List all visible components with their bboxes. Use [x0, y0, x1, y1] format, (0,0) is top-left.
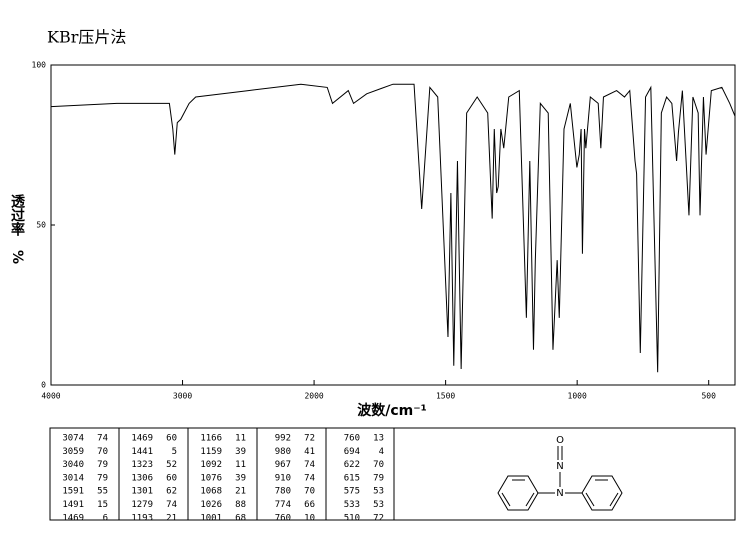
peak-wavenumber: 1166 — [200, 434, 222, 444]
peak-wavenumber: 510 — [344, 513, 360, 523]
peak-transmittance: 41 — [304, 447, 315, 457]
peak-wavenumber: 1591 — [62, 487, 84, 497]
y-tick-label: 100 — [32, 61, 47, 70]
x-tick-label: 500 — [701, 392, 716, 401]
x-tick-label: 1000 — [568, 392, 587, 401]
peak-wavenumber: 575 — [344, 487, 360, 497]
x-tick-label: 4000 — [41, 392, 60, 401]
peak-wavenumber: 1026 — [200, 500, 222, 510]
x-tick-label: 2000 — [304, 392, 323, 401]
peak-transmittance: 11 — [235, 460, 246, 470]
y-axis-unit: % — [9, 250, 25, 264]
y-tick-label: 0 — [41, 381, 46, 390]
peak-transmittance: 79 — [97, 460, 108, 470]
peak-transmittance: 70 — [304, 487, 315, 497]
table-dividers — [118, 428, 395, 520]
peak-transmittance: 88 — [235, 500, 246, 510]
peak-wavenumber: 774 — [275, 500, 291, 510]
peak-wavenumber: 1306 — [131, 473, 153, 483]
y-axis-label: 透过率 — [9, 194, 25, 237]
peak-wavenumber: 1193 — [131, 513, 153, 523]
peak-wavenumber: 533 — [344, 500, 360, 510]
structure — [497, 446, 623, 511]
peak-transmittance: 53 — [373, 487, 384, 497]
peak-wavenumber: 1279 — [131, 500, 153, 510]
peak-wavenumber: 3014 — [62, 473, 84, 483]
table-frame — [49, 427, 736, 521]
peak-wavenumber: 1001 — [200, 513, 222, 523]
atom-label: O — [556, 435, 564, 446]
peak-wavenumber: 1491 — [62, 500, 84, 510]
peak-wavenumber: 1076 — [200, 473, 222, 483]
peak-transmittance: 74 — [304, 460, 315, 470]
peak-transmittance: 21 — [235, 487, 246, 497]
peak-wavenumber: 622 — [344, 460, 360, 470]
peak-transmittance: 74 — [97, 434, 108, 444]
peak-transmittance: 39 — [235, 473, 246, 483]
peak-transmittance: 5 — [172, 447, 177, 457]
peak-transmittance: 6 — [103, 513, 108, 523]
peak-wavenumber: 3040 — [62, 460, 84, 470]
peak-wavenumber: 780 — [275, 487, 291, 497]
peak-wavenumber: 760 — [275, 513, 291, 523]
peak-transmittance: 68 — [235, 513, 246, 523]
peak-transmittance: 21 — [166, 513, 177, 523]
peak-wavenumber: 1441 — [131, 447, 153, 457]
peak-transmittance: 13 — [373, 434, 384, 444]
peak-wavenumber: 694 — [344, 447, 360, 457]
peak-wavenumber: 1159 — [200, 447, 222, 457]
peak-transmittance: 53 — [373, 500, 384, 510]
peak-wavenumber: 760 — [344, 434, 360, 444]
x-tick-label: 3000 — [173, 392, 192, 401]
peak-transmittance: 62 — [166, 487, 177, 497]
spectrum-line — [50, 83, 736, 373]
peak-transmittance: 79 — [373, 473, 384, 483]
peak-wavenumber: 1323 — [131, 460, 153, 470]
peak-wavenumber: 3059 — [62, 447, 84, 457]
peak-wavenumber: 992 — [275, 434, 291, 444]
peak-transmittance: 79 — [97, 473, 108, 483]
atom-label: N — [556, 461, 563, 472]
y-tick-label: 50 — [36, 221, 46, 230]
peak-transmittance: 52 — [166, 460, 177, 470]
plot-frame — [50, 64, 736, 386]
peak-wavenumber: 967 — [275, 460, 291, 470]
peak-transmittance: 74 — [166, 500, 177, 510]
peak-transmittance: 55 — [97, 487, 108, 497]
peak-wavenumber: 910 — [275, 473, 291, 483]
peak-wavenumber: 1068 — [200, 487, 222, 497]
peak-transmittance: 11 — [235, 434, 246, 444]
peak-transmittance: 4 — [379, 447, 384, 457]
peak-wavenumber: 1469 — [131, 434, 153, 444]
peak-transmittance: 39 — [235, 447, 246, 457]
peak-transmittance: 10 — [304, 513, 315, 523]
peak-transmittance: 70 — [373, 460, 384, 470]
peak-wavenumber: 1301 — [131, 487, 153, 497]
peak-wavenumber: 1469 — [62, 513, 84, 523]
atom-label: N — [556, 488, 563, 499]
peak-transmittance: 72 — [304, 434, 315, 444]
chart-title: KBr压片法 — [47, 28, 126, 47]
peak-wavenumber: 1092 — [200, 460, 222, 470]
peak-transmittance: 60 — [166, 473, 177, 483]
peak-transmittance: 70 — [97, 447, 108, 457]
peak-wavenumber: 980 — [275, 447, 291, 457]
peak-transmittance: 66 — [304, 500, 315, 510]
x-tick-label: 1500 — [436, 392, 455, 401]
peak-transmittance: 60 — [166, 434, 177, 444]
peak-transmittance: 74 — [304, 473, 315, 483]
peak-transmittance: 72 — [373, 513, 384, 523]
peak-wavenumber: 615 — [344, 473, 360, 483]
x-axis-label: 波数/cm⁻¹ — [357, 402, 427, 419]
peak-wavenumber: 3074 — [62, 434, 84, 444]
peak-transmittance: 15 — [97, 500, 108, 510]
